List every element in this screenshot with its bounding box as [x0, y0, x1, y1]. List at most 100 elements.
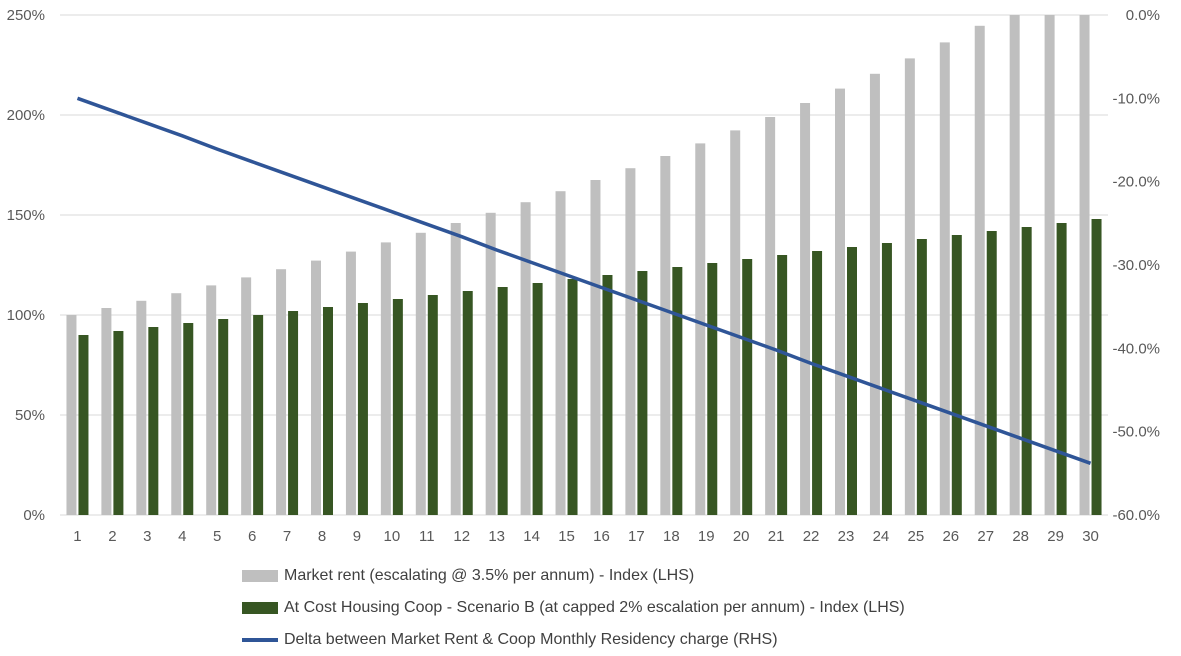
x-tick-label: 15: [558, 528, 575, 545]
bar-market-rent: [1044, 15, 1055, 515]
right-tick-label: -50.0%: [1112, 424, 1160, 441]
bar-coop: [253, 315, 264, 515]
right-tick-label: -20.0%: [1112, 174, 1160, 191]
x-tick-label: 5: [213, 528, 221, 545]
bar-coop: [462, 291, 473, 515]
bar-coop: [742, 259, 753, 515]
bar-market-rent: [869, 73, 880, 516]
bars: [66, 15, 1102, 516]
bar-market-rent: [625, 168, 636, 515]
bar-market-rent: [695, 143, 706, 515]
bar-coop: [78, 335, 89, 515]
bar-coop: [916, 239, 927, 515]
legend-label-delta: Delta between Market Rent & Coop Monthly…: [284, 631, 778, 648]
right-axis-ticks: -60.0% -50.0% -40.0% -30.0% -20.0% -10.0% 0.0%: [1112, 7, 1160, 524]
legend-label-coop: At Cost Housing Coop - Scenario B (at ca…: [284, 599, 905, 616]
x-tick-label: 16: [593, 528, 610, 545]
x-tick-label: 7: [283, 528, 291, 545]
x-tick-label: 23: [838, 528, 855, 545]
bar-coop: [183, 323, 194, 515]
bar-market-rent: [590, 180, 601, 515]
bar-market-rent: [835, 88, 845, 515]
bar-coop: [357, 303, 368, 515]
bar-coop: [881, 243, 892, 515]
legend-swatch-market-rent: [242, 570, 278, 582]
x-tick-label: 11: [419, 528, 435, 545]
x-tick-label: 22: [803, 528, 820, 545]
bar-market-rent: [101, 308, 112, 515]
left-tick-label: 150%: [7, 207, 45, 224]
bar-market-rent: [800, 103, 811, 515]
bar-coop: [672, 267, 683, 515]
bar-coop: [288, 311, 299, 515]
legend-item-coop: At Cost Housing Coop - Scenario B (at ca…: [242, 592, 905, 624]
bar-market-rent: [1009, 15, 1020, 515]
bar-coop: [567, 279, 578, 515]
x-tick-label: 25: [908, 528, 925, 545]
bar-coop: [602, 275, 613, 515]
bar-market-rent: [765, 117, 776, 515]
bar-coop: [427, 295, 438, 515]
bar-market-rent: [730, 130, 741, 515]
x-tick-label: 28: [1012, 528, 1029, 545]
bar-market-rent: [485, 212, 496, 516]
bar-coop: [777, 255, 788, 515]
bar-market-rent: [520, 202, 531, 515]
bar-coop: [392, 299, 403, 515]
bar-coop: [497, 287, 508, 515]
bar-market-rent: [660, 156, 671, 515]
bar-market-rent: [241, 277, 252, 515]
x-tick-label: 10: [384, 528, 401, 545]
x-tick-label: 29: [1047, 528, 1064, 545]
left-tick-label: 0%: [23, 507, 45, 524]
bar-coop: [218, 319, 229, 515]
bar-coop: [637, 271, 648, 515]
right-tick-label: 0.0%: [1126, 7, 1160, 24]
legend-item-delta: Delta between Market Rent & Coop Monthly…: [242, 624, 905, 656]
x-tick-label: 21: [768, 528, 785, 545]
bar-coop: [707, 263, 718, 515]
x-tick-label: 13: [488, 528, 505, 545]
x-axis-ticks: 1 2 3 4 5 6 7 8 9 10 11 12 13 14 15 16 17 18 19 20 21 22 23 24 2…: [73, 528, 1099, 545]
bar-market-rent: [974, 25, 985, 516]
left-tick-label: 200%: [7, 107, 45, 124]
legend-swatch-delta: [242, 638, 278, 642]
x-tick-label: 1: [73, 528, 81, 545]
delta-line: [76, 96, 1092, 465]
x-tick-label: 27: [977, 528, 994, 545]
bar-market-rent: [939, 42, 950, 516]
x-tick-label: 18: [663, 528, 680, 545]
x-tick-label: 24: [873, 528, 890, 545]
right-tick-label: -30.0%: [1112, 257, 1160, 274]
bar-coop: [986, 231, 997, 515]
bar-market-rent: [171, 293, 182, 515]
x-tick-label: 4: [178, 528, 186, 545]
bar-market-rent: [206, 285, 217, 515]
bar-coop: [1021, 227, 1032, 515]
legend-label-market-rent: Market rent (escalating @ 3.5% per annum…: [284, 567, 695, 584]
bar-market-rent: [415, 232, 426, 516]
x-tick-label: 3: [143, 528, 151, 545]
x-tick-label: 9: [353, 528, 361, 545]
combo-chart: 0% 50% 100% 150% 200% 250% -60.0% -50.0% -40.0%…: [7, 7, 1160, 545]
x-tick-label: 14: [523, 528, 540, 545]
legend-swatch-coop: [242, 602, 278, 614]
bar-coop: [1091, 219, 1102, 515]
bar-coop: [951, 235, 962, 515]
bar-market-rent: [904, 58, 915, 516]
x-tick-label: 12: [453, 528, 470, 545]
x-tick-label: 6: [248, 528, 256, 545]
gridlines: [60, 14, 1108, 516]
left-tick-label: 50%: [15, 407, 45, 424]
right-tick-label: -10.0%: [1112, 90, 1160, 107]
bar-coop: [532, 283, 543, 515]
bar-market-rent: [380, 242, 391, 515]
x-tick-label: 20: [733, 528, 750, 545]
bar-coop: [148, 327, 159, 515]
bar-coop: [847, 247, 857, 515]
x-tick-label: 19: [698, 528, 715, 545]
bar-market-rent: [345, 251, 356, 515]
x-tick-label: 30: [1082, 528, 1099, 545]
bar-coop: [1056, 223, 1067, 515]
x-tick-label: 2: [108, 528, 116, 545]
